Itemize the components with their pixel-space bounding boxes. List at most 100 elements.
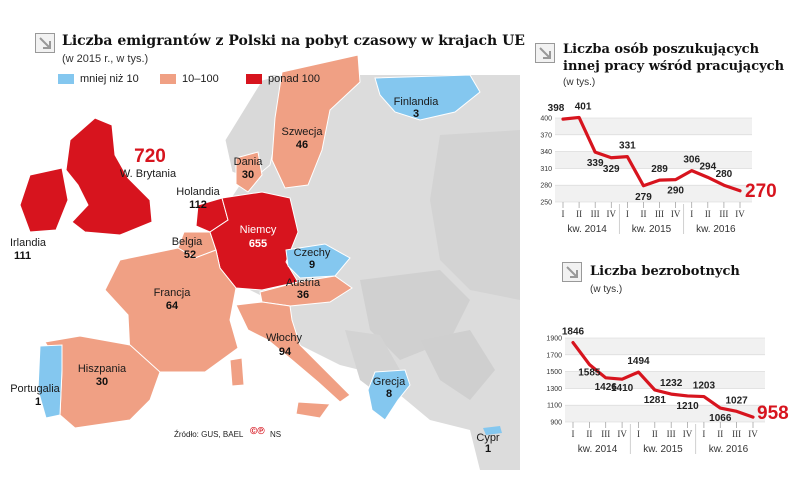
chart1-ytick: 370 (540, 132, 552, 139)
chart1-quarter-label: IV (735, 209, 745, 219)
chart2-quarter-label: I (637, 429, 640, 439)
label-cyprus-name: Cypr (476, 432, 500, 444)
map-subtitle: (w 2015 r., w tys.) (62, 53, 149, 65)
chart1-value-label: 290 (667, 186, 684, 197)
chart2-series-line (571, 340, 755, 419)
chart2-ytick: 900 (550, 420, 562, 427)
source-note: Źródło: GUS, BAEL (174, 430, 244, 439)
chart2-last-value-label: 958 (757, 403, 789, 424)
chart2-ytick: 1700 (546, 352, 562, 359)
chart1-quarter-label: IV (607, 209, 617, 219)
label-finland-value: 3 (413, 108, 419, 120)
legend-label-mid: 10–100 (182, 73, 219, 85)
legend-label-high: ponad 100 (268, 73, 320, 85)
country-denmark (235, 151, 263, 193)
label-austria-name: Austria (286, 277, 321, 289)
chart1-value-label: 280 (716, 169, 733, 180)
label-sweden-value: 46 (296, 139, 308, 151)
chart1-grid-band (555, 118, 752, 135)
chart2-subtitle: (w tys.) (590, 284, 623, 295)
chart2-grid-band (565, 405, 765, 422)
cc-icon: ©℗ (250, 426, 265, 437)
chart2-value-label: 1232 (660, 378, 683, 389)
chart2-grid-band (565, 371, 765, 389)
chart1-title-line2: innej pracy wśród pracujących (563, 59, 785, 74)
country-greece (367, 369, 411, 421)
legend-item-mid: 10–100 (160, 73, 219, 85)
chart2-quarter-label: IV (617, 429, 627, 439)
chart1-value-label: 331 (619, 141, 636, 152)
label-italy-value: 94 (279, 346, 292, 358)
legend-label-low: mniej niż 10 (80, 73, 139, 85)
chart2-quarter-label: III (667, 429, 676, 439)
label-germany-name: Niemcy (240, 224, 277, 236)
legend-item-low: mniej niż 10 (58, 73, 139, 85)
chart1-value-label: 306 (683, 155, 700, 166)
label-cyprus-value: 1 (485, 443, 491, 455)
chart2-value-label: 1066 (709, 413, 732, 424)
chart2-value-label: 1203 (693, 381, 716, 392)
arrow-glyph (539, 47, 551, 59)
credit-note: NS (270, 430, 282, 439)
label-austria-value: 36 (297, 289, 309, 301)
chart2-title: Liczba bezrobotnych (590, 264, 740, 279)
label-czechia-value: 9 (309, 259, 315, 271)
chart1-ytick: 400 (540, 116, 552, 123)
country-portugal (37, 344, 63, 419)
label-portugal-name: Portugalia (10, 383, 60, 395)
label-uk-name: W. Brytania (120, 168, 177, 180)
label-uk-value: 720 (134, 146, 166, 167)
legend-swatch-high (246, 74, 262, 84)
chart2-value-label: 1426 (595, 382, 618, 393)
chart1-value-label: 398 (548, 103, 565, 114)
chart2-value-label: 1846 (562, 327, 585, 338)
arrow-icon (35, 33, 55, 53)
chart2-value-label: 1410 (611, 383, 634, 394)
chart1-quarter-label: I (626, 209, 629, 219)
chart1-ytick: 310 (540, 166, 552, 173)
label-finland-name: Finlandia (394, 96, 440, 108)
label-ireland-value: 111 (14, 250, 31, 262)
label-france-name: Francja (154, 287, 192, 299)
label-netherlands-value: 112 (189, 199, 207, 211)
chart1-quarter-label: IV (671, 209, 681, 219)
chart2-year-label: kw. 2015 (643, 444, 683, 455)
country-france (104, 247, 239, 373)
label-denmark-value: 30 (242, 169, 254, 181)
legend-swatch-mid (160, 74, 176, 84)
chart2-quarter-label: III (732, 429, 741, 439)
chart2-quarter-label: I (572, 429, 575, 439)
chart1-year-label: kw. 2015 (632, 224, 672, 235)
arrow-icon (562, 262, 582, 282)
chart2-quarter-label: I (702, 429, 705, 439)
chart1-quarter-label: II (640, 209, 646, 219)
label-belgium-value: 52 (184, 249, 196, 261)
chart2-year-label: kw. 2016 (709, 444, 749, 455)
chart2-ytick: 1900 (546, 336, 562, 343)
chart1-ytick: 280 (540, 183, 552, 190)
label-denmark-name: Dania (234, 156, 264, 168)
chart2-quarter-label: IV (748, 429, 758, 439)
arrow-glyph (566, 266, 578, 278)
chart1-value-label: 401 (575, 101, 592, 112)
label-france-value: 64 (166, 300, 179, 312)
country-germany (209, 191, 299, 291)
label-czechia-name: Czechy (294, 247, 331, 259)
label-netherlands-name: Holandia (176, 186, 220, 198)
chart2-quarter-label: II (717, 429, 723, 439)
country-ireland (19, 167, 69, 233)
country-uk (65, 117, 153, 236)
chart2-quarter-label: III (601, 429, 610, 439)
chart1-title-line1: Liczba osób poszukujących (563, 42, 760, 57)
chart1-ytick: 340 (540, 149, 552, 156)
legend-item-high: ponad 100 (246, 73, 320, 85)
country-sweden (271, 54, 361, 189)
chart2-year-label: kw. 2014 (578, 444, 618, 455)
chart1-series-line (561, 115, 742, 193)
label-ireland-name: Irlandia (10, 237, 47, 249)
chart1-quarter-label: I (690, 209, 693, 219)
chart1-value-label: 289 (651, 164, 668, 175)
chart2-value-label: 1585 (578, 367, 601, 378)
